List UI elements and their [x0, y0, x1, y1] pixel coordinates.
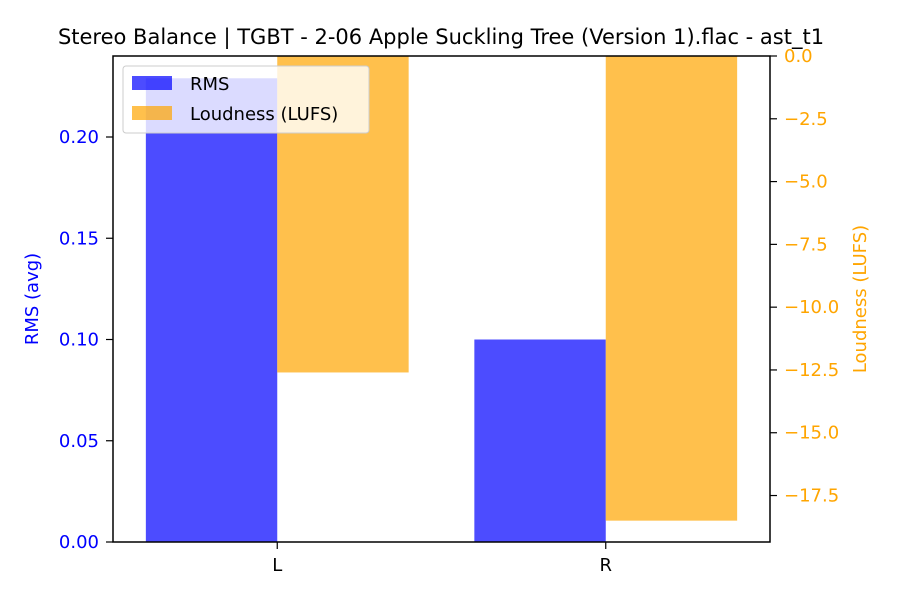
left-y-tick-label: 0.05 [59, 431, 99, 452]
legend-box [122, 65, 370, 134]
right-y-tick-label: −2.5 [784, 109, 828, 130]
right-y-axis: 0.0 −2.5 −5.0 −7.5 −10.0 −12.5 −15.0 −17.5 [770, 46, 839, 507]
bar-rms-r [474, 339, 606, 542]
left-y-axis-label: RMS (avg) [22, 253, 43, 345]
legend-label-loudness: Loudness (LUFS) [190, 104, 338, 125]
left-y-tick-label: 0.20 [59, 127, 99, 148]
legend: RMS Loudness (LUFS) [122, 65, 370, 134]
right-y-tick-label: −12.5 [784, 360, 839, 381]
plot-frame [112, 55, 771, 543]
right-y-tick-label: −15.0 [784, 423, 839, 444]
chart-title: Stereo Balance | TGBT - 2-06 Apple Suckl… [58, 25, 824, 50]
right-y-tick-label: −5.0 [784, 172, 828, 193]
legend-swatch-rms [132, 76, 172, 90]
bar-loudness-r [605, 56, 738, 521]
left-y-axis: 0.00 0.05 0.10 0.15 0.20 [59, 127, 113, 553]
left-y-tick-label: 0.10 [59, 330, 99, 351]
right-y-tick-label: −7.5 [784, 234, 828, 255]
left-y-tick-label: 0.00 [59, 532, 99, 553]
legend-label-rms: RMS [190, 74, 229, 95]
right-y-axis-label: Loudness (LUFS) [850, 225, 871, 373]
left-y-tick-label: 0.15 [59, 228, 99, 249]
x-tick-label: R [599, 555, 612, 576]
bar-rms-l [145, 78, 278, 543]
x-tick-label: L [272, 555, 282, 576]
rms-bars [145, 78, 606, 543]
right-y-tick-label: −17.5 [784, 486, 839, 507]
legend-swatch-loudness [132, 106, 172, 120]
right-y-tick-label: 0.0 [784, 46, 813, 67]
right-y-tick-label: −10.0 [784, 297, 839, 318]
